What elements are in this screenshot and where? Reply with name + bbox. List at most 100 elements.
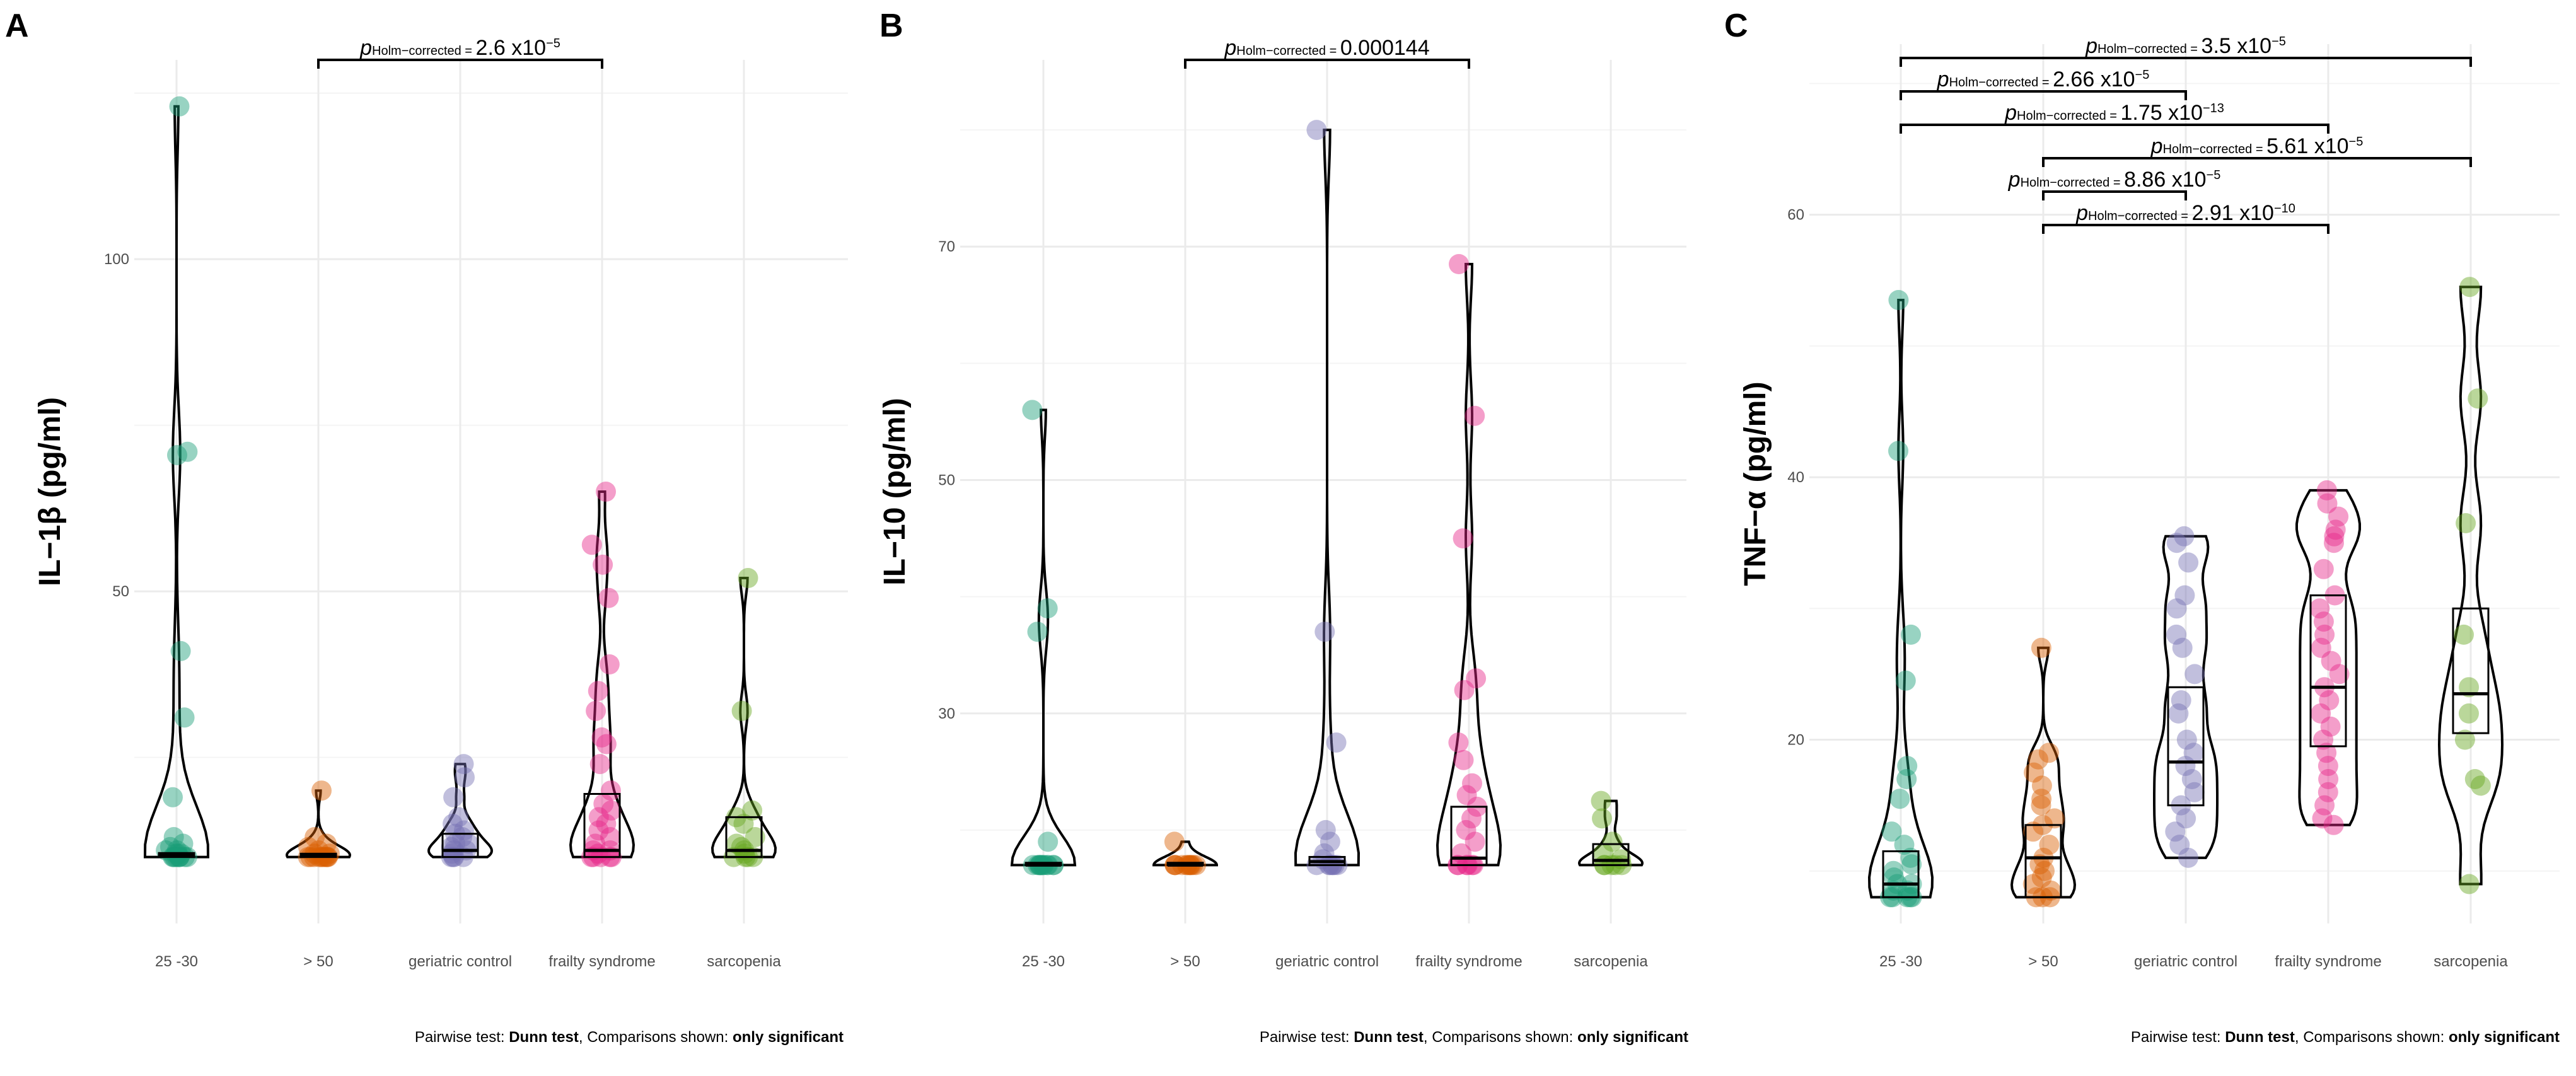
data-point bbox=[2022, 874, 2043, 894]
series-sarcopenia bbox=[711, 568, 777, 867]
data-point bbox=[1314, 843, 1335, 864]
significance-bracket: pHolm−corrected = 0.000144 bbox=[1184, 36, 1470, 69]
violin bbox=[1010, 408, 1077, 867]
y-axis-label: IL−10 (pg/ml) bbox=[878, 398, 912, 585]
x-tick-label: 25 -30 bbox=[155, 953, 198, 970]
data-point bbox=[2176, 729, 2197, 750]
data-point bbox=[742, 800, 763, 821]
box bbox=[441, 833, 479, 859]
y-tick-label: 20 bbox=[1787, 732, 1804, 749]
x-tick-label: > 50 bbox=[1170, 953, 1200, 970]
bracket-line bbox=[2042, 157, 2472, 167]
data-point bbox=[2459, 703, 2479, 724]
p-subscript: Holm−corrected bbox=[2097, 42, 2187, 56]
data-point bbox=[2317, 493, 2338, 514]
box bbox=[1592, 843, 1630, 866]
data-point bbox=[316, 833, 337, 854]
violin bbox=[1294, 129, 1361, 867]
p-equals: = bbox=[1326, 44, 1340, 58]
data-point bbox=[2034, 860, 2055, 881]
data-point bbox=[1306, 120, 1327, 141]
data-point bbox=[298, 836, 318, 857]
data-point bbox=[2171, 690, 2191, 710]
data-point bbox=[2328, 506, 2349, 527]
violin bbox=[143, 105, 210, 859]
x-tick-label: sarcopenia bbox=[707, 953, 781, 970]
data-point bbox=[163, 827, 184, 847]
data-point bbox=[2324, 526, 2345, 547]
x-tick-label: frailty syndrome bbox=[548, 953, 655, 970]
box bbox=[1450, 806, 1488, 866]
bracket-line bbox=[1184, 59, 1470, 69]
data-point bbox=[1466, 668, 1487, 689]
data-point bbox=[458, 833, 479, 854]
data-point bbox=[1897, 756, 1918, 777]
p-exponent: −5 bbox=[2135, 68, 2150, 82]
p-exponent: −13 bbox=[2203, 101, 2224, 115]
data-point bbox=[2176, 808, 2196, 829]
p-exponent: −10 bbox=[2274, 202, 2295, 216]
data-point bbox=[2323, 814, 2344, 835]
y-tick-label: 70 bbox=[938, 238, 955, 255]
data-point bbox=[443, 813, 463, 834]
data-point bbox=[731, 836, 751, 857]
data-point bbox=[588, 807, 609, 828]
x-tick-label: 25 -30 bbox=[1879, 953, 1922, 970]
bracket-line bbox=[1900, 90, 2187, 100]
data-point bbox=[1456, 785, 1477, 806]
data-point bbox=[733, 813, 754, 834]
data-point bbox=[2166, 598, 2187, 619]
data-point bbox=[453, 754, 474, 775]
data-point bbox=[1895, 670, 1916, 691]
data-point bbox=[1888, 290, 1909, 310]
bracket-line bbox=[317, 59, 603, 69]
data-point bbox=[2183, 743, 2204, 763]
data-point bbox=[453, 820, 474, 841]
data-point bbox=[2316, 480, 2337, 500]
data-point bbox=[163, 787, 183, 807]
box bbox=[2024, 824, 2062, 898]
data-point bbox=[599, 654, 620, 674]
p-value-label: pHolm−corrected = 3.5 x10−5 bbox=[2085, 34, 2286, 58]
data-point bbox=[585, 833, 606, 854]
data-point bbox=[2454, 624, 2474, 645]
panel-label: A bbox=[5, 8, 29, 44]
data-point bbox=[1465, 405, 1485, 426]
data-point bbox=[2031, 867, 2052, 888]
data-point bbox=[2038, 743, 2059, 763]
series-frailty-syndrome bbox=[569, 482, 635, 867]
data-point bbox=[2041, 880, 2062, 901]
caption-prefix: Pairwise test: bbox=[2131, 1029, 2225, 1046]
data-point bbox=[2174, 526, 2195, 547]
y-tick-label: 50 bbox=[938, 471, 955, 489]
data-point bbox=[2329, 664, 2350, 685]
gridlines bbox=[1809, 44, 2560, 923]
data-point bbox=[2031, 789, 2052, 809]
data-point bbox=[2031, 775, 2052, 796]
data-point bbox=[2312, 808, 2333, 829]
data-point bbox=[174, 707, 195, 728]
p-value-label: pHolm−corrected = 2.66 x10−5 bbox=[1937, 67, 2150, 91]
data-point bbox=[2044, 808, 2065, 829]
data-point bbox=[1894, 835, 1915, 855]
x-tick-label: geriatric control bbox=[2134, 953, 2237, 970]
data-point bbox=[2174, 585, 2195, 606]
data-point bbox=[1314, 622, 1335, 642]
p-equals: = bbox=[461, 44, 476, 58]
data-point bbox=[2316, 743, 2337, 763]
p-value: 1.75 x10 bbox=[2121, 101, 2203, 125]
violin bbox=[569, 490, 635, 859]
data-point bbox=[2325, 519, 2346, 540]
significance-bracket: pHolm−corrected = 2.6 x10−5 bbox=[317, 36, 603, 69]
p-symbol: p bbox=[1937, 67, 1949, 91]
p-equals: = bbox=[2038, 76, 2053, 90]
p-exponent: −5 bbox=[2271, 35, 2286, 49]
data-point bbox=[305, 827, 325, 847]
p-exponent: −5 bbox=[546, 37, 560, 50]
series-geriatric-control bbox=[2153, 526, 2219, 868]
p-subscript: Holm−corrected bbox=[2088, 209, 2178, 223]
data-point bbox=[1326, 732, 1347, 753]
data-point bbox=[2314, 795, 2335, 816]
data-point bbox=[1320, 831, 1340, 852]
p-exponent: −5 bbox=[2349, 135, 2364, 149]
